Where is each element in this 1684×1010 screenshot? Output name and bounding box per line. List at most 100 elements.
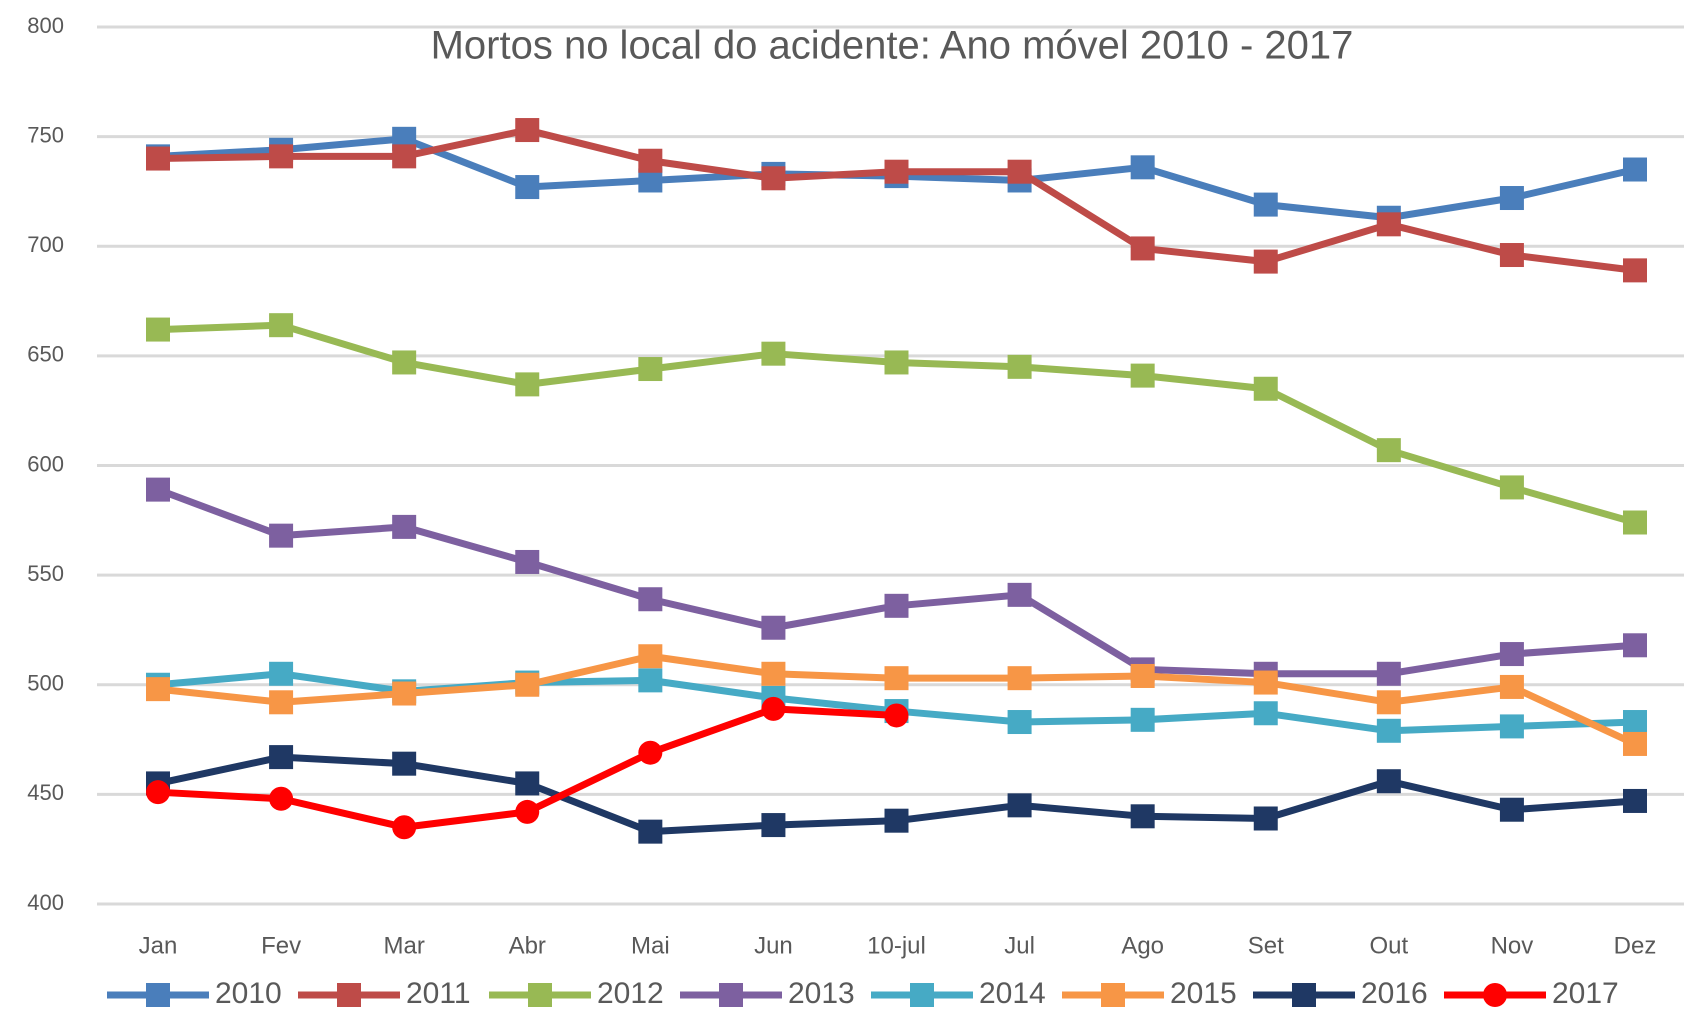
data-point bbox=[1623, 633, 1647, 658]
data-point bbox=[761, 696, 786, 721]
data-point bbox=[1499, 475, 1524, 500]
legend-marker bbox=[528, 983, 552, 1007]
data-point bbox=[761, 341, 786, 366]
data-point bbox=[1253, 376, 1278, 401]
legend-label: 2010 bbox=[215, 977, 282, 1010]
data-point bbox=[884, 808, 909, 833]
legend-label: 2016 bbox=[1361, 977, 1428, 1010]
data-point bbox=[515, 372, 540, 397]
x-tick-label: Out bbox=[1369, 932, 1408, 959]
y-tick-label: 800 bbox=[27, 13, 64, 38]
data-point bbox=[1376, 718, 1401, 743]
data-point bbox=[1376, 438, 1401, 463]
data-point bbox=[392, 681, 417, 706]
x-tick-label: Dez bbox=[1614, 932, 1657, 959]
data-point bbox=[638, 587, 663, 612]
data-point bbox=[515, 118, 540, 143]
data-point bbox=[1499, 797, 1524, 822]
data-point bbox=[1253, 806, 1278, 831]
data-point bbox=[884, 593, 909, 618]
legend-label: 2014 bbox=[979, 977, 1046, 1010]
legend-marker bbox=[337, 983, 361, 1007]
y-tick-label: 750 bbox=[27, 122, 64, 147]
legend-marker bbox=[910, 983, 934, 1007]
data-point bbox=[269, 690, 294, 715]
data-point bbox=[761, 615, 786, 640]
data-point bbox=[1253, 192, 1278, 217]
legend-marker bbox=[1483, 983, 1507, 1007]
data-point bbox=[1130, 236, 1155, 261]
data-point bbox=[638, 819, 663, 844]
data-point bbox=[515, 672, 540, 697]
data-point bbox=[1130, 155, 1155, 180]
data-point bbox=[1130, 707, 1155, 732]
data-point bbox=[515, 771, 540, 796]
data-point bbox=[1499, 186, 1524, 211]
y-tick-label: 450 bbox=[27, 780, 64, 805]
data-point bbox=[392, 350, 417, 375]
data-point bbox=[1499, 714, 1524, 739]
y-tick-label: 550 bbox=[27, 561, 64, 586]
data-point bbox=[146, 780, 170, 805]
x-tick-label: Mar bbox=[383, 932, 424, 959]
x-tick-label: Jan bbox=[139, 932, 178, 959]
data-point bbox=[146, 317, 170, 342]
data-point bbox=[761, 166, 786, 191]
x-tick-label: Jul bbox=[1004, 932, 1035, 959]
data-point bbox=[638, 148, 663, 173]
data-point bbox=[1376, 212, 1401, 237]
x-tick-label: Fev bbox=[261, 932, 301, 959]
data-point bbox=[1623, 731, 1647, 756]
y-tick-label: 600 bbox=[27, 451, 64, 476]
y-tick-label: 400 bbox=[27, 890, 64, 915]
data-point bbox=[884, 703, 909, 728]
data-point bbox=[1499, 243, 1524, 268]
data-point bbox=[515, 799, 540, 824]
legend-marker bbox=[1292, 983, 1316, 1007]
x-tick-label: Mai bbox=[631, 932, 670, 959]
data-point bbox=[392, 815, 417, 840]
legend-label: 2012 bbox=[597, 977, 664, 1010]
data-point bbox=[884, 350, 909, 375]
legend-marker bbox=[1101, 983, 1125, 1007]
data-point bbox=[146, 477, 170, 502]
series-line bbox=[156, 486, 1636, 678]
data-point bbox=[1007, 666, 1032, 691]
data-point bbox=[761, 661, 786, 686]
x-tick-label: Nov bbox=[1491, 932, 1534, 959]
data-point bbox=[1623, 258, 1647, 283]
data-point bbox=[269, 523, 294, 548]
data-point bbox=[1253, 670, 1278, 695]
data-point bbox=[1007, 582, 1032, 607]
x-tick-label: Abr bbox=[509, 932, 546, 959]
data-point bbox=[638, 668, 663, 693]
data-point bbox=[1376, 661, 1401, 686]
data-point bbox=[392, 514, 417, 539]
data-point bbox=[761, 813, 786, 838]
data-point bbox=[1007, 793, 1032, 818]
data-point bbox=[269, 144, 294, 169]
legend-marker bbox=[146, 983, 170, 1007]
legend-label: 2017 bbox=[1552, 977, 1619, 1010]
data-point bbox=[392, 144, 417, 169]
data-point bbox=[1499, 642, 1524, 667]
x-tick-label: Set bbox=[1248, 932, 1284, 959]
data-point bbox=[1376, 769, 1401, 794]
data-point bbox=[1623, 157, 1647, 182]
legend-label: 2011 bbox=[406, 977, 471, 1010]
data-point bbox=[269, 313, 294, 338]
data-point bbox=[269, 786, 294, 811]
data-point bbox=[1007, 354, 1032, 379]
legend-label: 2015 bbox=[1170, 977, 1237, 1010]
legend-marker bbox=[719, 983, 743, 1007]
data-point bbox=[1253, 701, 1278, 726]
data-point bbox=[1623, 788, 1647, 813]
data-point bbox=[269, 745, 294, 770]
data-point bbox=[269, 661, 294, 686]
series-line bbox=[157, 126, 1636, 274]
data-point bbox=[884, 666, 909, 691]
data-point bbox=[1499, 674, 1524, 699]
legend-label: 2013 bbox=[788, 977, 855, 1010]
